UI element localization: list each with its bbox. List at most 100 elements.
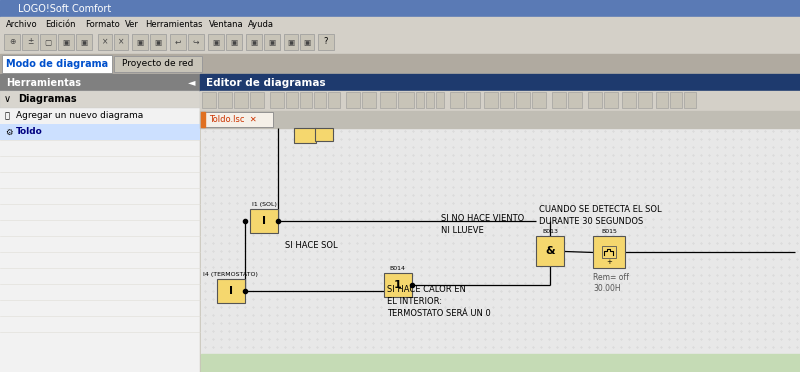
Bar	[218, 92, 232, 108]
Bar	[226, 34, 242, 50]
Bar	[670, 92, 682, 108]
Bar	[0, 91, 200, 372]
Bar	[76, 34, 92, 50]
Bar	[201, 112, 205, 127]
Text: ▣: ▣	[212, 38, 220, 46]
Text: Herramientas: Herramientas	[146, 20, 202, 29]
Text: ▣: ▣	[303, 38, 310, 46]
Bar	[294, 128, 316, 143]
Text: 🖺: 🖺	[5, 112, 10, 121]
Text: ▢: ▢	[44, 38, 52, 46]
Bar	[170, 34, 186, 50]
Bar	[656, 92, 668, 108]
Bar	[0, 0, 800, 17]
Text: ▣: ▣	[62, 38, 70, 46]
Bar	[250, 92, 264, 108]
Text: Ver: Ver	[125, 20, 138, 29]
Text: Agregar un nuevo diagrama: Agregar un nuevo diagrama	[16, 112, 143, 121]
Bar	[568, 92, 582, 108]
Bar	[201, 354, 800, 372]
Text: ×: ×	[118, 38, 124, 46]
Text: CUANDO SE DETECTA EL SOL
DURANTE 30 SEGUNDOS: CUANDO SE DETECTA EL SOL DURANTE 30 SEGU…	[539, 205, 662, 226]
Bar	[114, 56, 202, 72]
Bar	[284, 34, 298, 50]
Bar	[0, 74, 200, 91]
Bar	[588, 92, 602, 108]
Bar	[380, 92, 396, 108]
Bar	[622, 92, 636, 108]
Bar	[202, 92, 216, 108]
Text: Rem= off
30.00H: Rem= off 30.00H	[594, 273, 630, 293]
Text: ▣: ▣	[250, 38, 258, 46]
Bar	[315, 128, 333, 141]
Bar	[200, 74, 800, 372]
Bar	[300, 92, 312, 108]
Bar	[0, 91, 200, 108]
Text: ↪: ↪	[193, 38, 199, 46]
Bar	[450, 92, 464, 108]
Bar	[398, 92, 414, 108]
Bar	[22, 34, 38, 50]
Bar	[286, 92, 298, 108]
Bar	[516, 92, 530, 108]
Bar	[604, 92, 618, 108]
Bar	[150, 34, 166, 50]
Text: 1: 1	[394, 280, 402, 290]
Bar	[98, 34, 112, 50]
Bar	[4, 34, 20, 50]
Bar	[0, 17, 800, 32]
Text: ×: ×	[102, 38, 108, 46]
Bar	[0, 74, 200, 372]
Bar	[2, 55, 112, 73]
Bar	[188, 34, 204, 50]
Bar	[466, 92, 480, 108]
Bar	[552, 92, 566, 108]
Text: Proyecto de red: Proyecto de red	[122, 60, 194, 68]
Text: B015: B015	[602, 230, 618, 234]
Bar	[594, 237, 626, 269]
Bar	[0, 124, 200, 140]
Text: Ventana: Ventana	[209, 20, 243, 29]
Bar	[270, 92, 284, 108]
Bar	[208, 34, 224, 50]
Text: LOGO!Soft Comfort: LOGO!Soft Comfort	[18, 3, 111, 13]
Bar	[416, 92, 424, 108]
Bar	[328, 92, 340, 108]
Bar	[346, 92, 360, 108]
Bar	[200, 111, 800, 128]
Text: Diagramas: Diagramas	[18, 94, 77, 105]
Bar	[40, 34, 56, 50]
Bar	[234, 92, 248, 108]
Bar	[638, 92, 652, 108]
Text: Editor de diagramas: Editor de diagramas	[206, 77, 326, 87]
Text: Formato: Formato	[86, 20, 120, 29]
Text: I: I	[262, 217, 266, 226]
Text: Modo de diagrama: Modo de diagrama	[6, 59, 108, 69]
Bar	[436, 92, 444, 108]
Bar	[264, 34, 280, 50]
Text: Herramientas: Herramientas	[6, 77, 81, 87]
Text: ⚙: ⚙	[5, 128, 13, 137]
Bar	[426, 92, 434, 108]
Text: Ayuda: Ayuda	[248, 20, 274, 29]
Text: SI HACE CALOR EN
EL INTERIOR:
TERMOSTATO SERÁ UN 0: SI HACE CALOR EN EL INTERIOR: TERMOSTATO…	[386, 285, 490, 318]
Bar	[0, 54, 800, 74]
Text: ▣: ▣	[268, 38, 276, 46]
Bar	[484, 92, 498, 108]
Text: Archivo: Archivo	[6, 20, 38, 29]
Bar	[602, 247, 616, 259]
Bar	[250, 209, 278, 233]
Text: +: +	[606, 260, 612, 266]
Text: ±: ±	[27, 38, 33, 46]
Bar	[318, 34, 334, 50]
Text: &: &	[546, 247, 555, 256]
Text: I: I	[229, 286, 233, 296]
Bar	[132, 34, 148, 50]
Bar	[532, 92, 546, 108]
Text: ▣: ▣	[80, 38, 88, 46]
Bar	[537, 237, 565, 266]
Bar	[201, 112, 273, 127]
Bar	[201, 128, 800, 354]
Bar	[300, 34, 314, 50]
Bar	[200, 91, 800, 111]
